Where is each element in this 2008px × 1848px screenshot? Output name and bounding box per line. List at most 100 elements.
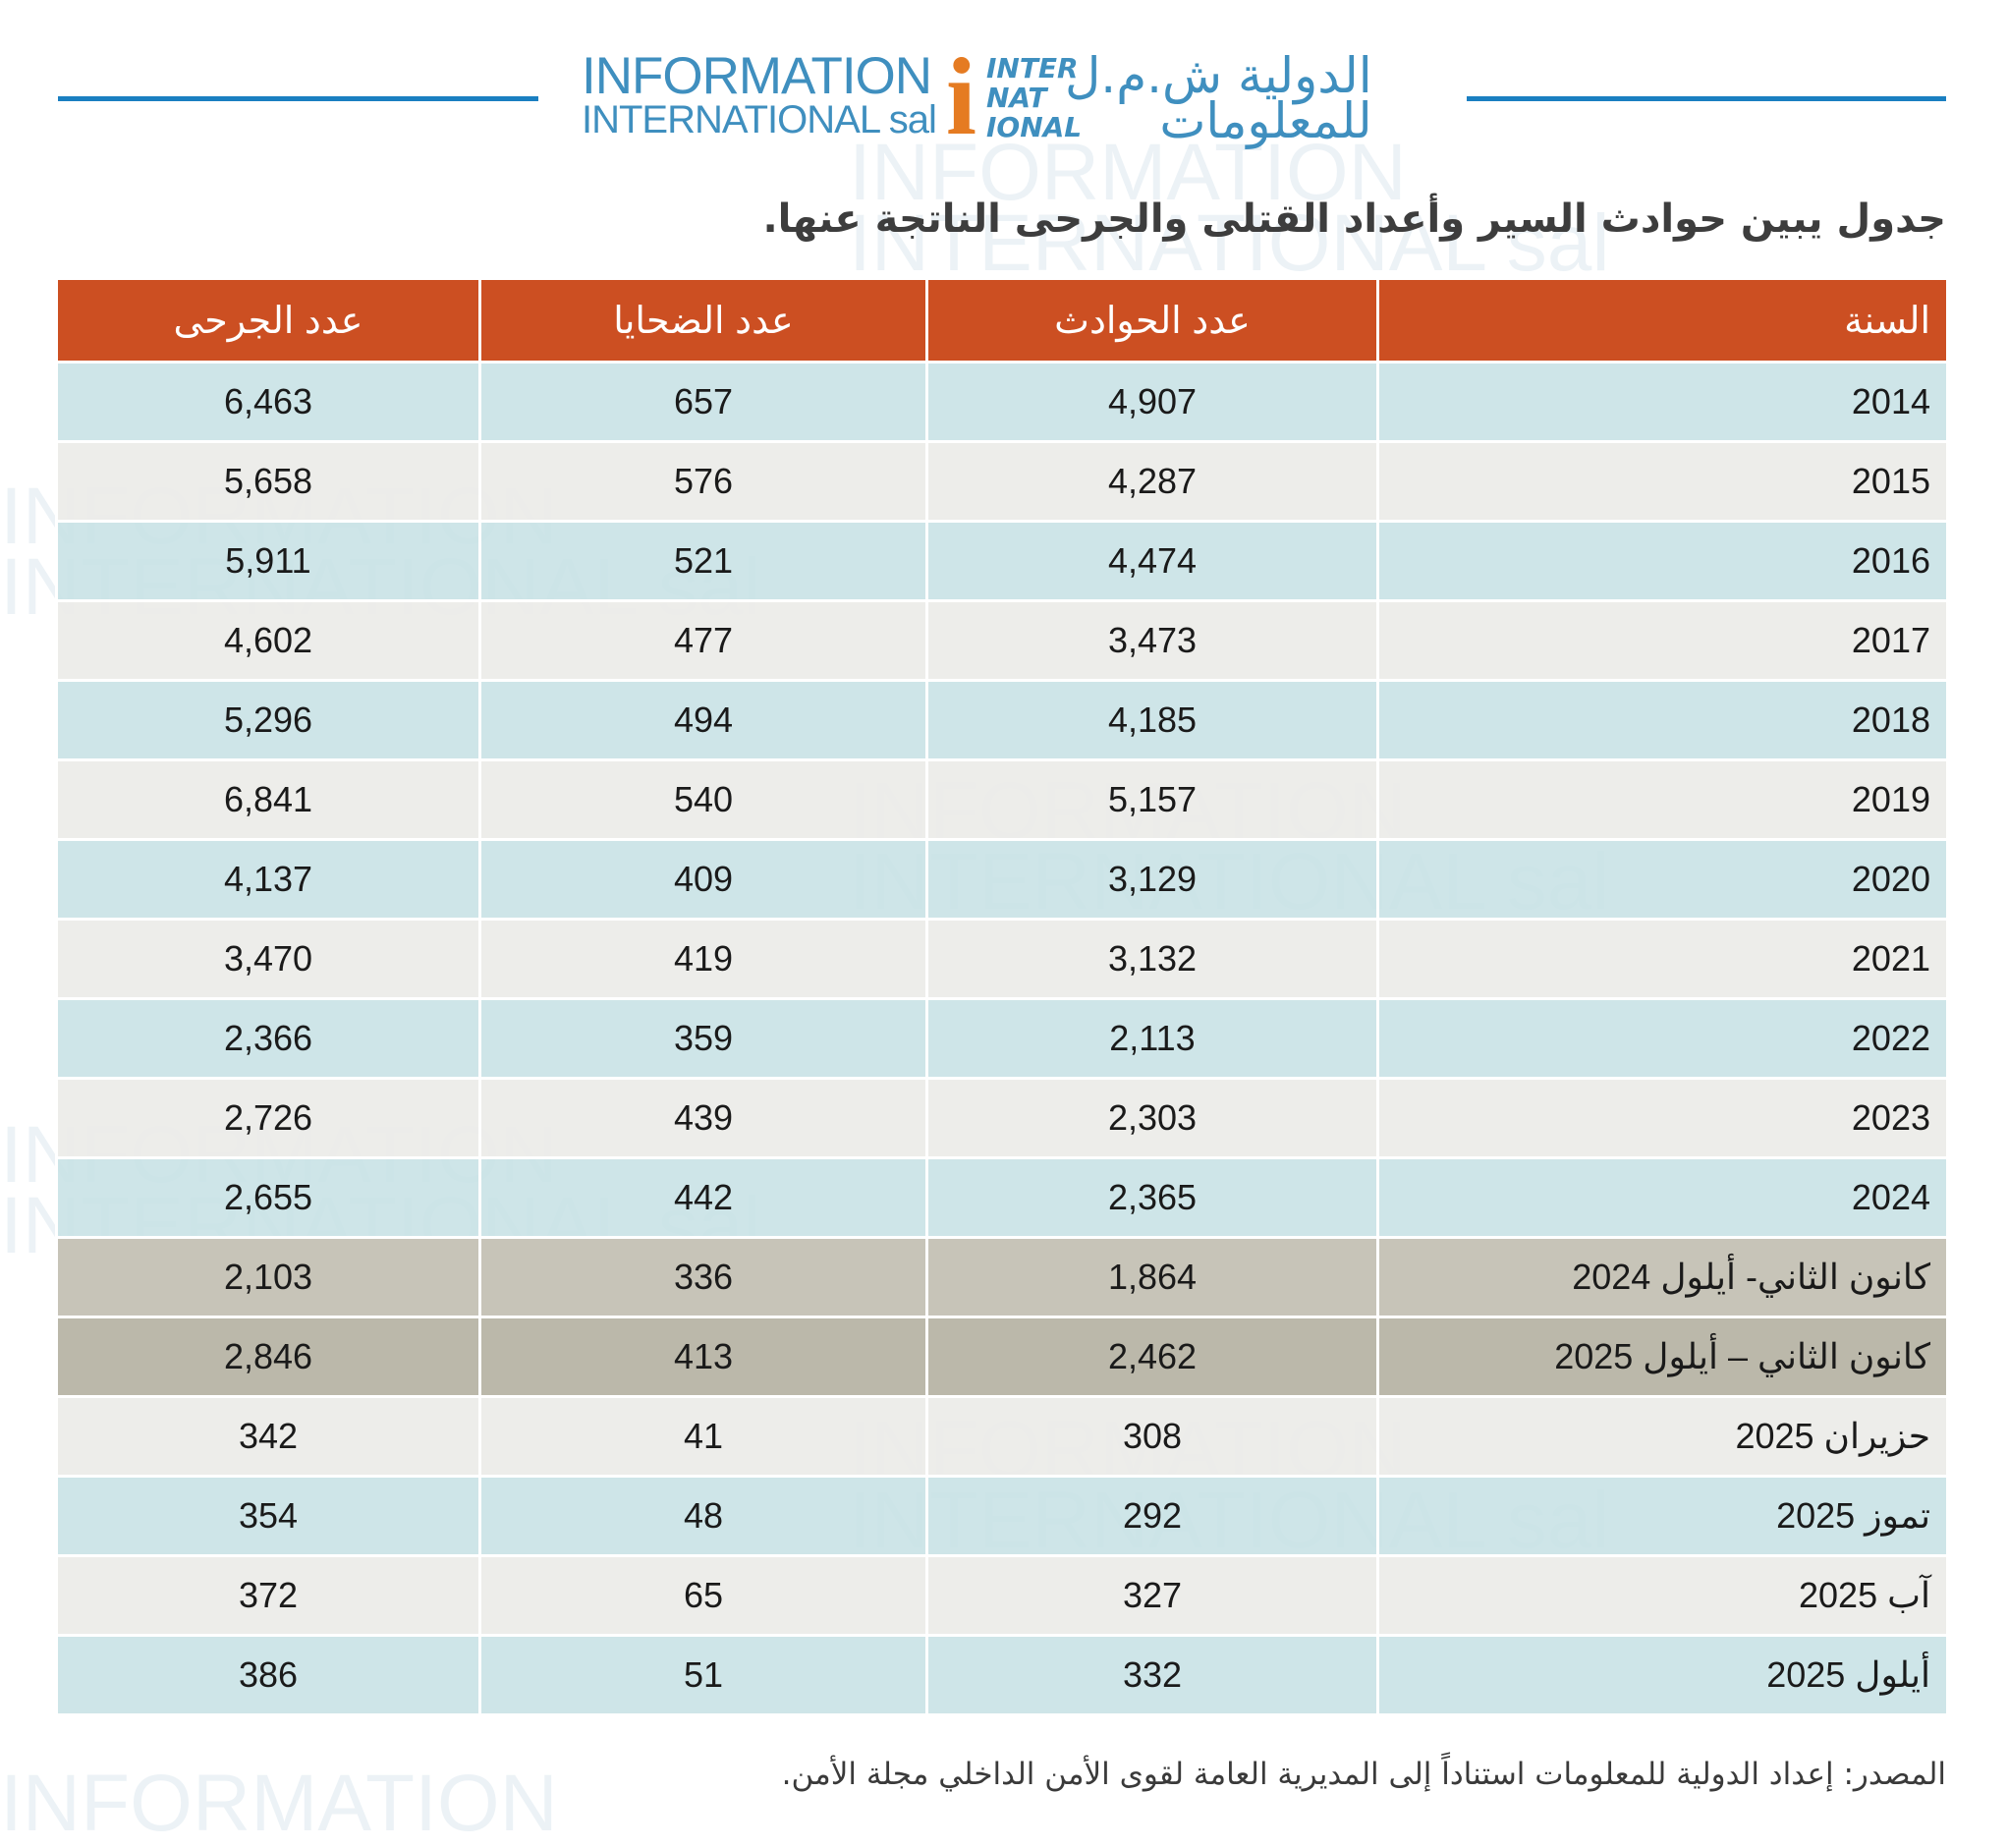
deaths-cell: 51 [478, 1634, 928, 1716]
table-row: 2018 4,185 494 5,296 [55, 679, 1949, 761]
deaths-cell: 359 [478, 997, 928, 1080]
injured-cell: 2,846 [55, 1316, 481, 1398]
deaths-cell: 41 [478, 1395, 928, 1478]
watermark: INFORMATION [0, 1759, 558, 1848]
year-cell: 2022 [1376, 997, 1949, 1080]
deaths-cell: 494 [478, 679, 928, 761]
year-cell: حزيران 2025 [1376, 1395, 1949, 1478]
year-cell: 2018 [1376, 679, 1949, 761]
deaths-cell: 336 [478, 1236, 928, 1318]
deaths-cell: 65 [478, 1554, 928, 1637]
injured-cell: 5,658 [55, 440, 481, 523]
accidents-cell: 1,864 [925, 1236, 1379, 1318]
header-year: السنة [1376, 277, 1949, 364]
logo: INFORMATION INTERNATIONAL sal i INTER NA… [582, 36, 1372, 158]
table-row: 2024 2,365 442 2,655 [55, 1156, 1949, 1239]
header-rule-left [58, 96, 538, 101]
year-cell: 2023 [1376, 1077, 1949, 1159]
accidents-cell: 4,474 [925, 520, 1379, 602]
injured-cell: 4,602 [55, 599, 481, 682]
table-row: 2016 4,474 521 5,911 [55, 520, 1949, 602]
page-title: جدول يبين حوادث السير وأعداد القتلى والج… [762, 196, 1946, 242]
accidents-cell: 292 [925, 1475, 1379, 1557]
injured-cell: 4,137 [55, 838, 481, 921]
year-cell: أيلول 2025 [1376, 1634, 1949, 1716]
deaths-cell: 442 [478, 1156, 928, 1239]
accidents-table: السنة عدد الحوادث عدد الضحايا عدد الجرحى… [55, 277, 1949, 1716]
table-row: 2019 5,157 540 6,841 [55, 758, 1949, 841]
injured-cell: 5,911 [55, 520, 481, 602]
table-row: 2021 3,132 419 3,470 [55, 918, 1949, 1000]
year-cell: تموز 2025 [1376, 1475, 1949, 1557]
table-row: حزيران 2025 308 41 342 [55, 1395, 1949, 1478]
table-row: 2015 4,287 576 5,658 [55, 440, 1949, 523]
header-injured: عدد الجرحى [55, 277, 481, 364]
injured-cell: 372 [55, 1554, 481, 1637]
table-row: تموز 2025 292 48 354 [55, 1475, 1949, 1557]
accidents-cell: 2,462 [925, 1316, 1379, 1398]
accidents-cell: 332 [925, 1634, 1379, 1716]
year-cell: 2016 [1376, 520, 1949, 602]
logo-arabic: الدولية ش.م.ل للمعلومات [1064, 46, 1372, 149]
injured-cell: 2,366 [55, 997, 481, 1080]
accidents-cell: 2,113 [925, 997, 1379, 1080]
deaths-cell: 657 [478, 361, 928, 443]
year-cell: كانون الثاني – أيلول 2025 [1376, 1316, 1949, 1398]
injured-cell: 6,463 [55, 361, 481, 443]
injured-cell: 3,470 [55, 918, 481, 1000]
logo-i-mark: i [945, 36, 976, 158]
year-cell: 2014 [1376, 361, 1949, 443]
injured-cell: 5,296 [55, 679, 481, 761]
accidents-cell: 4,287 [925, 440, 1379, 523]
table-row: أيلول 2025 332 51 386 [55, 1634, 1949, 1716]
injured-cell: 386 [55, 1634, 481, 1716]
accidents-cell: 2,365 [925, 1156, 1379, 1239]
deaths-cell: 521 [478, 520, 928, 602]
deaths-cell: 413 [478, 1316, 928, 1398]
accidents-cell: 4,907 [925, 361, 1379, 443]
accidents-cell: 2,303 [925, 1077, 1379, 1159]
year-cell: 2017 [1376, 599, 1949, 682]
injured-cell: 2,726 [55, 1077, 481, 1159]
accidents-cell: 3,129 [925, 838, 1379, 921]
table-row: 2022 2,113 359 2,366 [55, 997, 1949, 1080]
table-row: كانون الثاني – أيلول 2025 2,462 413 2,846 [55, 1316, 1949, 1398]
deaths-cell: 419 [478, 918, 928, 1000]
table-row: كانون الثاني- أيلول 2024 1,864 336 2,103 [55, 1236, 1949, 1318]
accidents-cell: 4,185 [925, 679, 1379, 761]
accidents-cell: 327 [925, 1554, 1379, 1637]
table-row: 2017 3,473 477 4,602 [55, 599, 1949, 682]
injured-cell: 342 [55, 1395, 481, 1478]
deaths-cell: 439 [478, 1077, 928, 1159]
logo-english: INFORMATION INTERNATIONAL sal [582, 46, 937, 141]
header-accidents: عدد الحوادث [925, 277, 1379, 364]
table-row: 2020 3,129 409 4,137 [55, 838, 1949, 921]
year-cell: 2021 [1376, 918, 1949, 1000]
table-header-row: السنة عدد الحوادث عدد الضحايا عدد الجرحى [55, 277, 1949, 364]
table-row: آب 2025 327 65 372 [55, 1554, 1949, 1637]
deaths-cell: 409 [478, 838, 928, 921]
table-row: 2023 2,303 439 2,726 [55, 1077, 1949, 1159]
deaths-cell: 540 [478, 758, 928, 841]
year-cell: 2024 [1376, 1156, 1949, 1239]
deaths-cell: 477 [478, 599, 928, 682]
accidents-cell: 3,132 [925, 918, 1379, 1000]
year-cell: 2019 [1376, 758, 1949, 841]
injured-cell: 6,841 [55, 758, 481, 841]
injured-cell: 2,103 [55, 1236, 481, 1318]
accidents-cell: 3,473 [925, 599, 1379, 682]
deaths-cell: 48 [478, 1475, 928, 1557]
header-rule-right [1467, 96, 1946, 101]
year-cell: كانون الثاني- أيلول 2024 [1376, 1236, 1949, 1318]
header-deaths: عدد الضحايا [478, 277, 928, 364]
source-note: المصدر: إعداد الدولية للمعلومات استناداً… [781, 1757, 1946, 1792]
table-row: 2014 4,907 657 6,463 [55, 361, 1949, 443]
logo-international-mark: INTER NAT IONAL [985, 51, 1083, 143]
accidents-cell: 5,157 [925, 758, 1379, 841]
year-cell: 2015 [1376, 440, 1949, 523]
injured-cell: 354 [55, 1475, 481, 1557]
injured-cell: 2,655 [55, 1156, 481, 1239]
year-cell: 2020 [1376, 838, 1949, 921]
accidents-cell: 308 [925, 1395, 1379, 1478]
year-cell: آب 2025 [1376, 1554, 1949, 1637]
